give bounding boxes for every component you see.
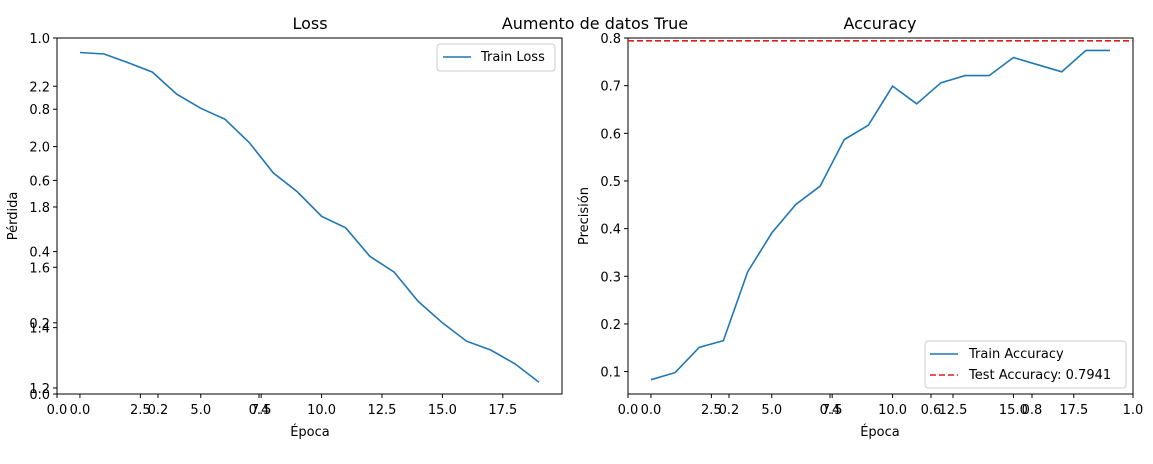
accuracy-overlay-x-tick-label: 0.8: [1022, 403, 1043, 418]
accuracy-x-tick-label: 12.5: [939, 403, 968, 418]
loss-legend: Train Loss: [436, 43, 556, 72]
loss-x-tick-label: 12.5: [368, 403, 397, 418]
accuracy-y-tick-label: 0.3: [600, 270, 621, 285]
loss-y-tick-label: 1.6: [29, 261, 50, 276]
loss-x-tick-label: 5.0: [190, 403, 211, 418]
loss-x-ticks: 0.0 2.5 5.0 7.5 10.0 12.5 15.0 17.5: [70, 394, 517, 418]
accuracy-x-tick-label: 7.5: [822, 403, 843, 418]
accuracy-x-tick-label: 0.0: [641, 403, 662, 418]
loss-overlay-y-ticks: 0.0 0.2 0.4 0.6 0.8 1.0: [29, 32, 57, 403]
loss-y-tick-label: 1.2: [29, 382, 50, 397]
loss-overlay-y-tick-label: 1.0: [29, 32, 50, 47]
loss-overlay-y-tick-label: 0.2: [29, 317, 50, 332]
accuracy-y-tick-label: 0.2: [600, 318, 621, 333]
loss-legend-label: Train Loss: [480, 50, 545, 65]
loss-overlay-y-tick-label: 0.4: [29, 246, 50, 261]
accuracy-series-line: [650, 49, 1110, 381]
loss-y-ticks: 1.2 1.4 1.6 1.8 2.0 2.2: [29, 80, 57, 397]
accuracy-overlay-x-tick-label: 0.0: [618, 403, 639, 418]
loss-y-tick-label: 1.8: [29, 201, 50, 216]
accuracy-overlay-x-tick-label: 1.0: [1123, 403, 1144, 418]
accuracy-x-tick-label: 15.0: [999, 403, 1028, 418]
loss-overlay-y-tick-label: 0.6: [29, 174, 50, 189]
loss-overlay-x-tick-label: 0.0: [47, 403, 68, 418]
accuracy-legend: Train Accuracy Test Accuracy: 0.7941: [924, 340, 1127, 389]
accuracy-y-tick-label: 0.7: [600, 80, 621, 95]
figure-suptitle: Aumento de datos True: [502, 14, 688, 33]
loss-y-tick-label: 1.4: [29, 322, 50, 337]
loss-x-tick-label: 2.5: [130, 403, 151, 418]
accuracy-x-tick-label: 2.5: [701, 403, 722, 418]
accuracy-x-tick-label: 5.0: [761, 403, 782, 418]
loss-y-tick-label: 2.2: [29, 80, 50, 95]
accuracy-title: Accuracy: [843, 14, 916, 33]
accuracy-y-tick-label: 0.4: [600, 223, 621, 238]
accuracy-overlay-x-tick-label: 0.4: [820, 403, 841, 418]
accuracy-y-tick-label: 0.8: [600, 32, 621, 47]
accuracy-x-label: Época: [860, 424, 900, 440]
accuracy-y-tick-label: 0.1: [600, 366, 621, 381]
accuracy-x-tick-label: 17.5: [1059, 403, 1088, 418]
accuracy-y-tick-label: 0.6: [600, 127, 621, 142]
accuracy-overlay-x-tick-label: 0.2: [719, 403, 740, 418]
accuracy-axes-frame: [627, 37, 1134, 395]
accuracy-legend-label-test: Test Accuracy: 0.7941: [968, 368, 1111, 383]
loss-overlay-y-tick-label: 0.0: [29, 388, 50, 403]
loss-panel: Loss 1.2 1.4 1.6 1.8 2.0 2.2 0.0 2.5 5.0 7.5 10.0…: [6, 14, 563, 440]
loss-x-tick-label: 15.0: [428, 403, 457, 418]
loss-x-tick-label: 17.5: [488, 403, 517, 418]
accuracy-panel: Accuracy 0.1 0.2 0.3 0.4 0.5 0.6 0.7 0.8 0.0 2.5…: [577, 14, 1143, 440]
loss-title: Loss: [292, 14, 327, 33]
loss-overlay-y-tick-label: 0.8: [29, 103, 50, 118]
loss-overlay-x-tick-label: 0.2: [148, 403, 169, 418]
loss-axes-frame: [56, 37, 563, 395]
loss-x-tick-label: 10.0: [307, 403, 336, 418]
loss-legend-box: [436, 43, 556, 72]
loss-overlay-x-tick-label: 0.4: [249, 403, 270, 418]
loss-y-label: Pérdida: [6, 192, 21, 241]
accuracy-legend-label-train: Train Accuracy: [968, 347, 1064, 362]
loss-x-label: Época: [290, 424, 330, 440]
accuracy-y-tick-label: 0.5: [600, 175, 621, 190]
accuracy-y-label: Precisión: [577, 187, 592, 245]
loss-x-tick-label: 0.0: [70, 403, 91, 418]
loss-series-line: [79, 51, 540, 383]
accuracy-overlay-x-tick-label: 0.6: [921, 403, 942, 418]
accuracy-y-ticks: 0.1 0.2 0.3 0.4 0.5 0.6 0.7 0.8: [600, 32, 628, 381]
accuracy-overlay-x-ticks: 0.0 0.2 0.4 0.6 0.8 1.0: [618, 394, 1144, 418]
accuracy-x-tick-label: 10.0: [878, 403, 907, 418]
loss-x-tick-label: 7.5: [251, 403, 272, 418]
loss-overlay-x-ticks: 0.0 0.2 0.4: [47, 394, 270, 418]
loss-y-tick-label: 2.0: [29, 141, 50, 156]
accuracy-legend-box: [924, 340, 1127, 389]
accuracy-x-ticks: 0.0 2.5 5.0 7.5 10.0 12.5 15.0 17.5: [641, 394, 1088, 418]
